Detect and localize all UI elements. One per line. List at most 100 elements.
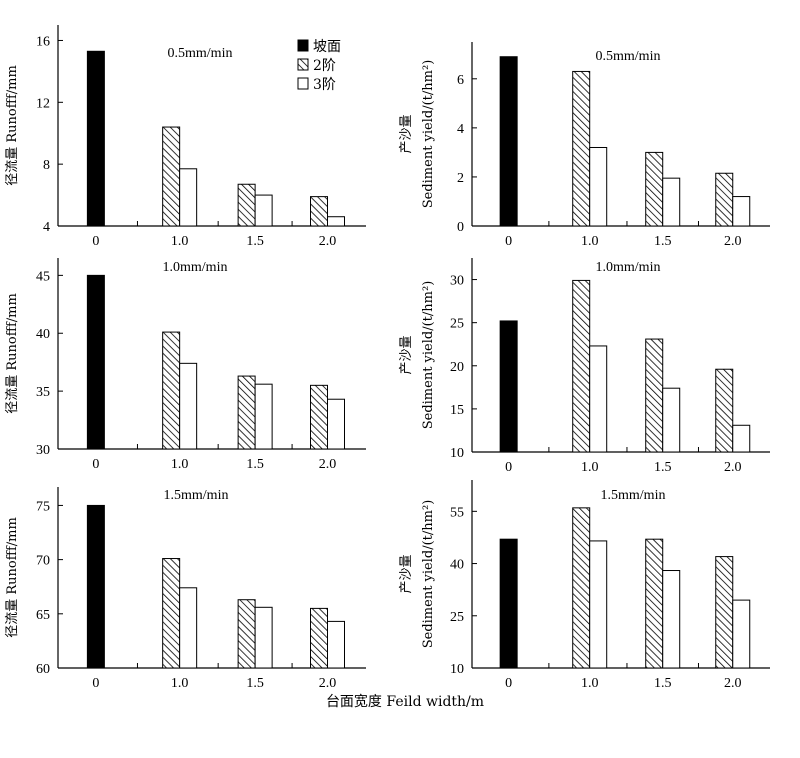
y-axis-title: 径流量 Runofff/mm [5, 517, 20, 638]
y-tick-label: 30 [36, 443, 50, 458]
x-tick-label: 2.0 [319, 676, 337, 691]
y-tick-label: 40 [450, 558, 464, 573]
y-tick-label: 0 [457, 220, 464, 235]
x-tick-label: 1.0 [171, 676, 189, 691]
x-tick-label: 1.0 [171, 457, 189, 472]
y-tick-label: 40 [36, 327, 50, 342]
bar-3阶-2.0 [732, 196, 751, 227]
panel-title: 1.0mm/min [163, 260, 228, 275]
y-tick-label: 25 [450, 317, 464, 332]
y-tick-label: 35 [36, 385, 50, 400]
bar-3阶-1.0 [589, 345, 608, 453]
y-axis-title: Sediment yield/(t/hm²) [421, 281, 436, 430]
bar-2阶-1.0 [572, 70, 591, 227]
x-tick-label: 2.0 [724, 460, 742, 475]
chart-panel-2: 0 2 4 6 0 1.0 1.5 2.0 0.5mm/min 产沙量 Sediment yield… [399, 42, 770, 249]
y-axis-title: Sediment yield/(t/hm²) [421, 60, 436, 209]
x-tick-label: 2.0 [319, 234, 337, 249]
y-tick-label: 6 [457, 73, 464, 88]
y-tick-label: 10 [450, 662, 464, 677]
y-tick-label: 12 [36, 96, 50, 111]
bar-2阶-1.5 [237, 183, 256, 227]
x-tick-label: 2.0 [724, 676, 742, 691]
chart-panels: 4 8 12 16 0 1.0 1.5 2.0 0.5mm/min 径流量 Runofff/mm 0… [5, 25, 770, 691]
x-tick-label: 0 [92, 676, 99, 691]
y-tick-label: 45 [36, 269, 50, 284]
bar-坡面-0 [86, 50, 105, 227]
bar-2阶-1.5 [237, 599, 256, 669]
bar-坡面-0 [499, 538, 518, 669]
bar-2阶-1.0 [162, 331, 181, 450]
bar-3阶-1.5 [662, 387, 681, 453]
y-axis-title: 径流量 Runofff/mm [5, 65, 20, 186]
bar-坡面-0 [499, 56, 518, 227]
x-tick-label: 1.5 [654, 676, 672, 691]
chart-panel-6: 10 25 40 55 0 1.0 1.5 2.0 1.5mm/min 产沙量 Sediment y… [399, 480, 770, 691]
chart-panel-3: 30 35 40 45 0 1.0 1.5 2.0 1.0mm/min 径流量 Runofff/m… [5, 258, 366, 472]
y-tick-label: 15 [450, 403, 464, 418]
y-tick-label: 4 [43, 220, 50, 235]
legend-label: 3阶 [313, 77, 336, 93]
bar-坡面-0 [499, 320, 518, 453]
bar-2阶-1.5 [237, 375, 256, 450]
bar-3阶-1.0 [179, 362, 198, 450]
x-tick-label: 1.0 [581, 676, 599, 691]
bar-2阶-1.5 [645, 538, 664, 669]
bar-2阶-1.0 [162, 558, 181, 669]
bar-3阶-1.5 [254, 606, 273, 669]
x-tick-label: 0 [92, 234, 99, 249]
bar-2阶-1.0 [572, 279, 591, 453]
y-tick-label: 30 [450, 274, 464, 289]
y-axis-title: 产沙量 [399, 554, 414, 593]
bar-2阶-2.0 [310, 607, 328, 669]
y-axis-title: Sediment yield/(t/hm²) [421, 500, 436, 649]
bar-3阶-2.0 [327, 398, 345, 450]
y-tick-label: 65 [36, 608, 50, 623]
bar-3阶-1.5 [662, 177, 681, 227]
y-tick-label: 75 [36, 499, 50, 514]
y-tick-label: 8 [43, 158, 50, 173]
y-tick-label: 25 [450, 610, 464, 625]
y-tick-label: 4 [457, 122, 464, 137]
y-tick-label: 16 [36, 34, 50, 49]
bar-3阶-1.0 [179, 168, 198, 227]
y-axis-title: 产沙量 [399, 114, 414, 153]
bar-3阶-1.5 [254, 194, 273, 227]
chart-panel-5: 60 65 70 75 0 1.0 1.5 2.0 1.5mm/min 径流量 Runofff/m… [5, 487, 366, 691]
chart-panel-4: 10 15 20 25 30 0 1.0 1.5 2.0 1.0mm/min 产沙量 Sediment… [399, 258, 770, 475]
bar-3阶-1.0 [179, 587, 198, 669]
bar-2阶-1.5 [645, 338, 664, 453]
y-axis-title: 产沙量 [399, 335, 414, 374]
legend-swatch [297, 58, 309, 71]
y-tick-label: 10 [450, 446, 464, 461]
bar-2阶-1.0 [162, 126, 181, 227]
legend: 坡面 2阶 3阶 [297, 39, 341, 93]
legend-label: 2阶 [313, 58, 336, 74]
bar-2阶-2.0 [310, 196, 328, 227]
x-tick-label: 0 [505, 460, 512, 475]
y-tick-label: 2 [457, 171, 464, 186]
x-tick-label: 1.0 [171, 234, 189, 249]
x-tick-label: 0 [505, 234, 512, 249]
chart-panel-1: 4 8 12 16 0 1.0 1.5 2.0 0.5mm/min 径流量 Runofff/mm [5, 25, 366, 249]
panel-title: 1.0mm/min [596, 260, 661, 275]
x-tick-label: 1.0 [581, 234, 599, 249]
bar-2阶-1.0 [572, 507, 591, 669]
legend-swatch [297, 77, 309, 90]
y-tick-label: 55 [450, 505, 464, 520]
panel-title: 1.5mm/min [601, 488, 666, 503]
y-axis-title: 径流量 Runofff/mm [5, 293, 20, 414]
bar-3阶-1.0 [589, 146, 608, 227]
legend-swatch [297, 39, 309, 52]
x-tick-label: 0 [92, 457, 99, 472]
bar-坡面-0 [86, 274, 105, 450]
x-tick-label: 2.0 [319, 457, 337, 472]
y-tick-label: 20 [450, 360, 464, 375]
panel-title: 0.5mm/min [168, 46, 233, 61]
x-tick-label: 0 [505, 676, 512, 691]
bar-2阶-2.0 [310, 384, 328, 450]
x-tick-label: 1.5 [246, 457, 264, 472]
bar-坡面-0 [86, 504, 105, 669]
bar-2阶-1.5 [645, 151, 664, 227]
x-axis-label: 台面宽度 Feild width/m [326, 693, 484, 710]
